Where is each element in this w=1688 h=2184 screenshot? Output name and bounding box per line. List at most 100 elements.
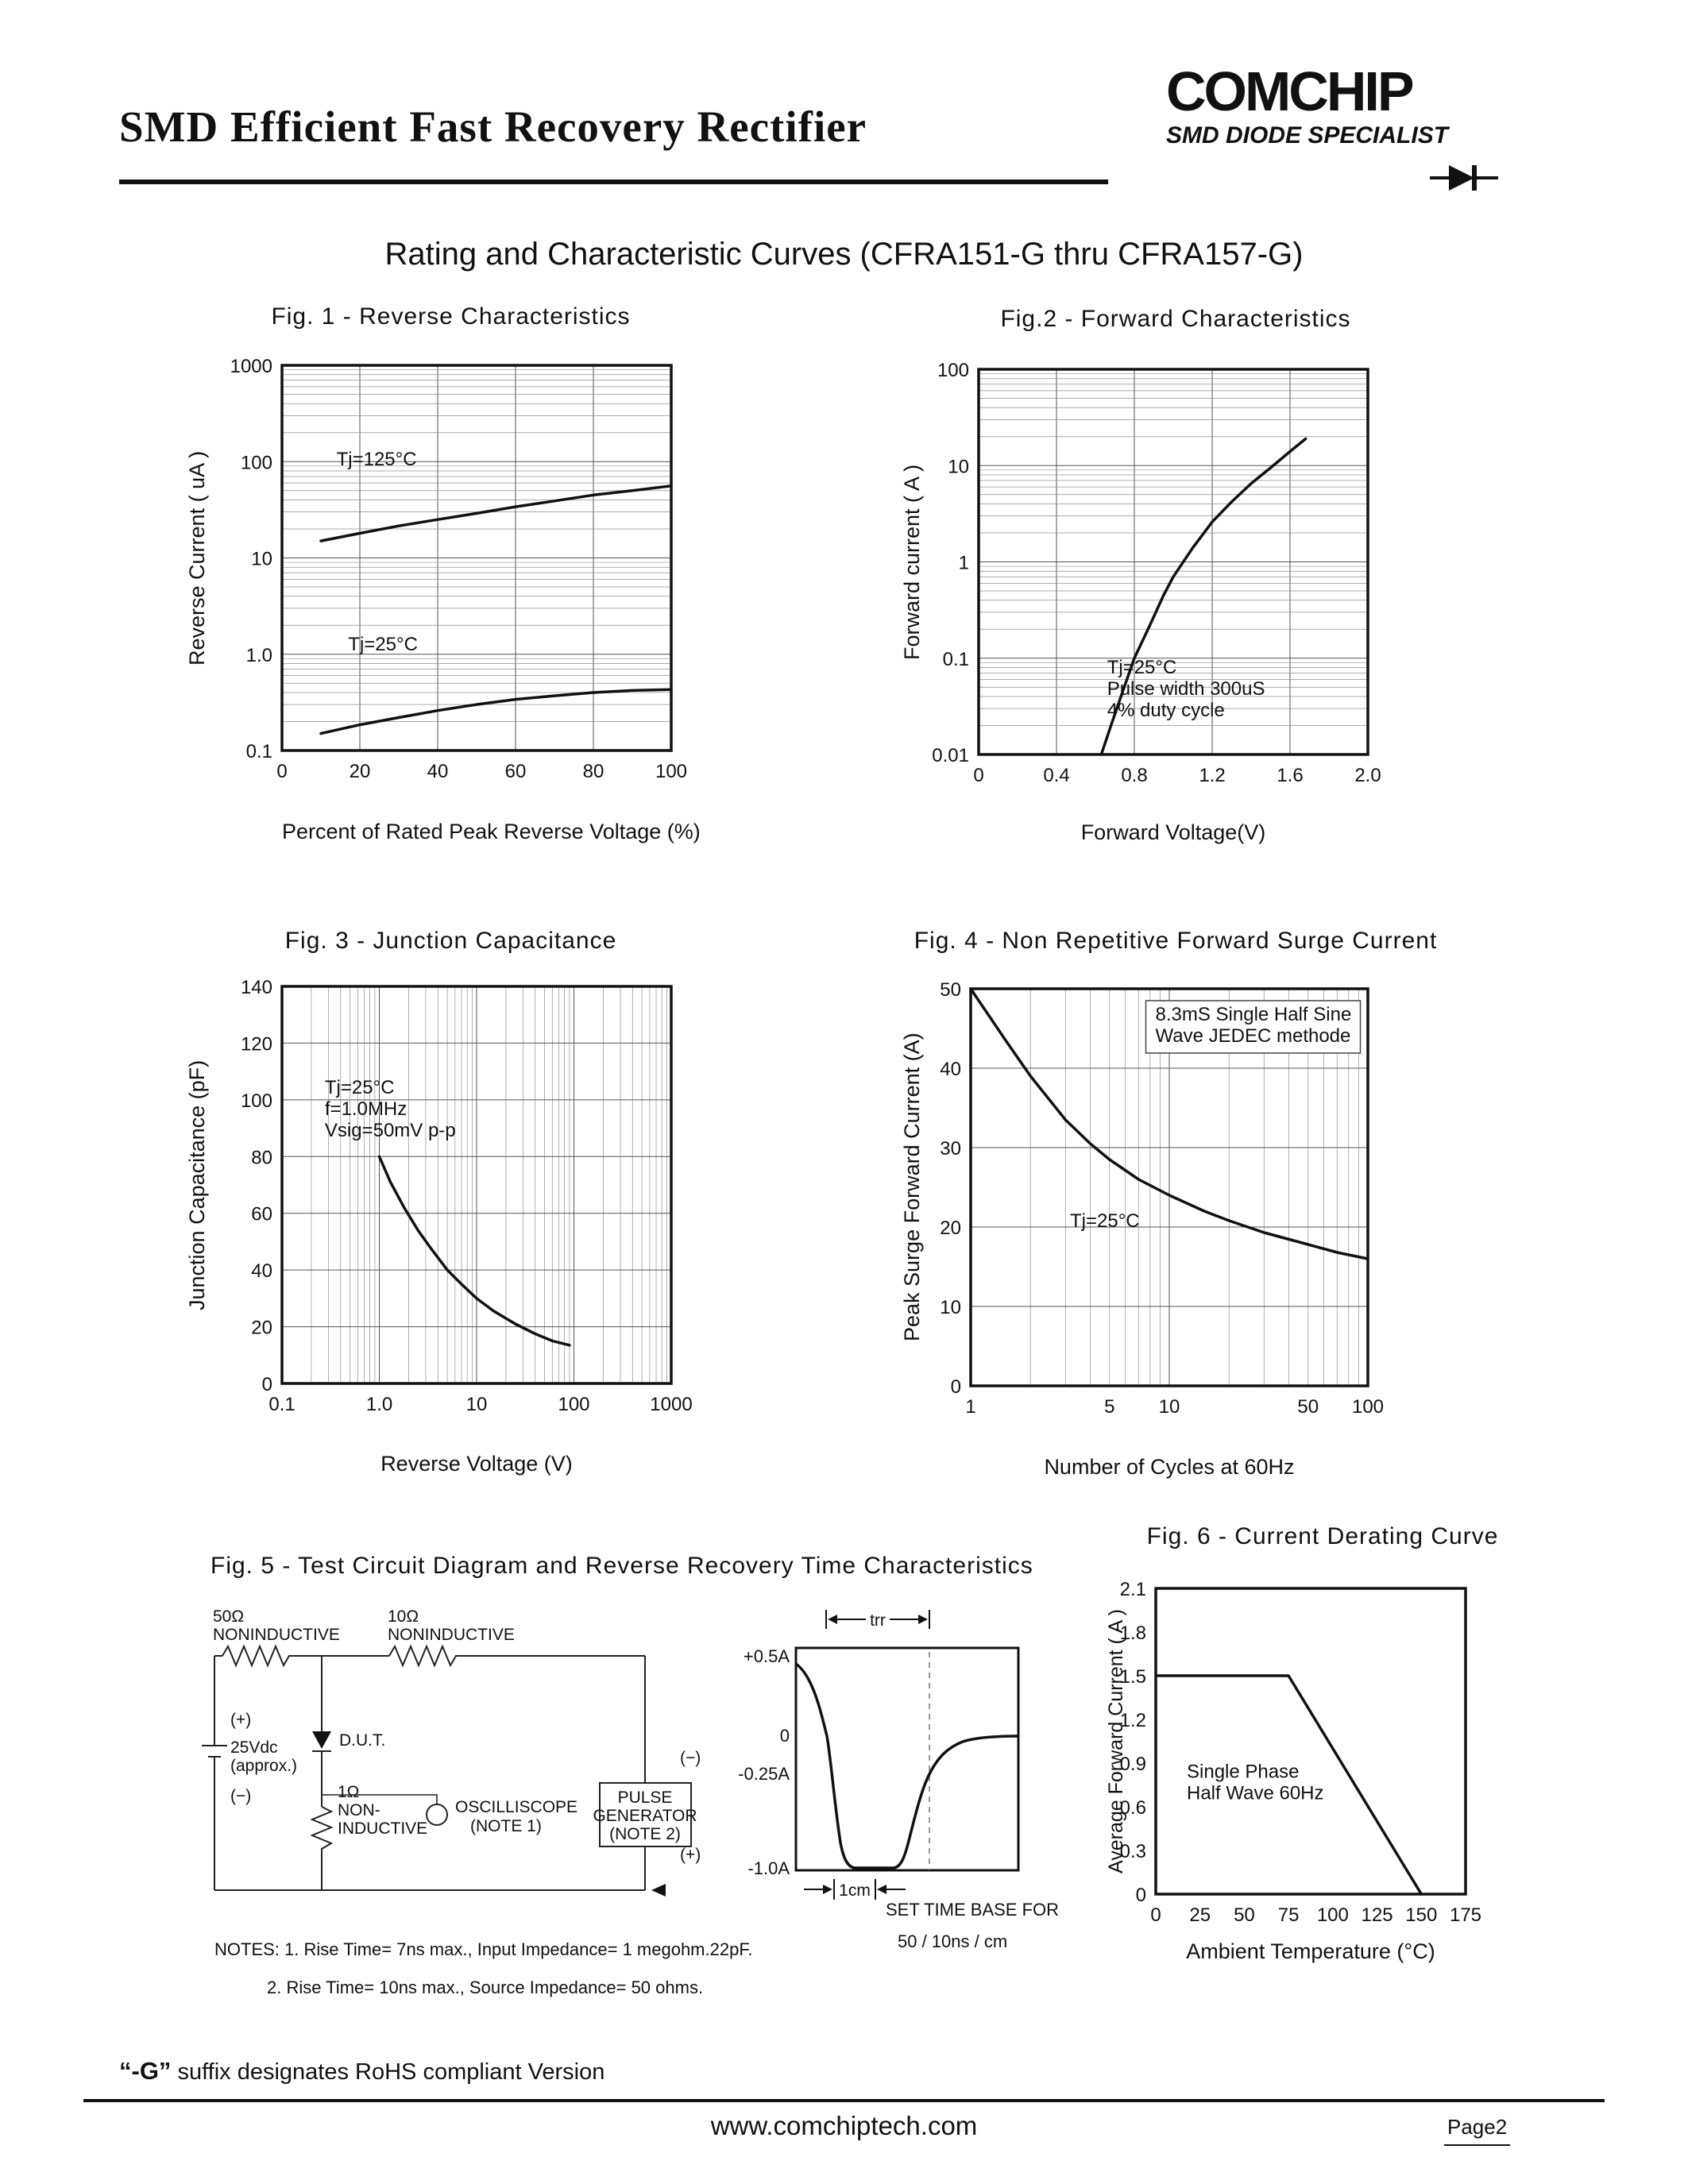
x-tick-label: 0.1 (268, 1394, 295, 1415)
fig6-current-derating: Fig. 6 - Current Derating Curve Average … (1100, 1523, 1545, 2012)
fig4-surge-current: Fig. 4 - Non Repetitive Forward Surge Cu… (886, 921, 1466, 1497)
label-1ohm-non: NON- (338, 1801, 380, 1819)
footer-rule (83, 2099, 1605, 2102)
y-tick-label: 1.2 (1120, 1710, 1146, 1731)
page-number: Page2 (1444, 2115, 1511, 2146)
pulse-generator-box (599, 1782, 692, 1847)
x-tick-label: 0.8 (1121, 765, 1147, 786)
y-tick-label: 0.1 (246, 741, 272, 762)
fig2-forward-characteristics: Fig.2 - Forward Characteristics Forward … (886, 306, 1466, 870)
label-note1-ref: (NOTE 1) (470, 1817, 542, 1835)
y-tick-label: 0 (262, 1374, 272, 1395)
x-tick-label: 175 (1450, 1904, 1481, 1926)
annotation: Pulse width 300uS (1107, 678, 1265, 700)
x-tick-label: 100 (1352, 1396, 1384, 1418)
label-battery-plus: (+) (230, 1711, 251, 1729)
x-tick-label: 125 (1362, 1904, 1393, 1926)
annotation: Vsig=50mV p-p (325, 1120, 456, 1141)
comchip-logo: COMCHIP SMD DIODE SPECIALIST (1166, 64, 1516, 191)
x-tick-label: 20 (350, 761, 371, 782)
label-50ohm-noninductive: NONINDUCTIVE (213, 1626, 340, 1644)
y-tick-label: 100 (241, 452, 272, 473)
label-1ohm: 1Ω (338, 1783, 359, 1801)
label-25vdc: 25Vdc (230, 1738, 278, 1757)
fig2-title: Fig.2 - Forward Characteristics (1000, 306, 1351, 332)
y-tick-label: 40 (251, 1260, 272, 1282)
oscilloscope-symbol (426, 1804, 448, 1826)
label-set-time-base: SET TIME BASE FOR (886, 1900, 1059, 1920)
label-10ohm: 10Ω (388, 1607, 419, 1626)
series-derating (1154, 1674, 1423, 1896)
plot-frame (280, 364, 673, 752)
y-tick-label: 2.1 (1120, 1579, 1146, 1600)
fig6-title: Fig. 6 - Current Derating Curve (1146, 1523, 1499, 1549)
y-tick-label: 120 (241, 1033, 272, 1055)
label-plus05a: +0.5A (744, 1646, 790, 1666)
y-tick-label: 0.3 (1120, 1841, 1146, 1862)
rohs-text: suffix designates RoHS compliant Version (171, 2059, 605, 2085)
y-tick-label: 1.0 (246, 645, 272, 666)
annotation: f=1.0MHz (325, 1098, 407, 1120)
y-tick-label: 20 (940, 1217, 961, 1239)
x-tick-label: 0 (973, 765, 983, 786)
website-url: www.comchiptech.com (710, 2111, 978, 2140)
x-tick-label: 0 (1150, 1904, 1161, 1926)
rohs-suffix: “-G” (119, 2057, 172, 2085)
annotation: Tj=125°C (337, 449, 417, 470)
title-rule (119, 179, 1108, 184)
series-Tj=25C (319, 688, 673, 735)
resistor-50ohm (222, 1644, 294, 1668)
x-tick-label: 10 (466, 1394, 488, 1415)
fig4-x-axis-label: Number of Cycles at 60Hz (1044, 1455, 1295, 1479)
cm-right-arrowhead (877, 1885, 886, 1894)
label-trr: trr (870, 1611, 886, 1630)
trr-right-arrowhead (918, 1615, 928, 1624)
y-tick-label: 50 (940, 979, 961, 1001)
y-tick-label: 30 (940, 1138, 961, 1160)
x-tick-label: 50 (1234, 1904, 1255, 1926)
label-dut: D.U.T. (339, 1731, 385, 1750)
logo-tagline: SMD DIODE SPECIALIST (1166, 122, 1449, 149)
annotation: 8.3mS Single Half Sine (1156, 1004, 1352, 1025)
y-tick-label: 0 (951, 1376, 961, 1398)
y-tick-label: 100 (937, 360, 969, 381)
x-tick-label: 0 (276, 761, 287, 782)
y-tick-label: 0.6 (1120, 1797, 1146, 1819)
label-50ohm: 50Ω (213, 1607, 244, 1626)
x-tick-label: 5 (1104, 1396, 1114, 1418)
y-tick-label: 0 (1136, 1885, 1146, 1906)
x-tick-label: 100 (655, 761, 687, 782)
series-IFSM (969, 987, 1369, 1260)
resistor-1ohm (310, 1806, 334, 1854)
dut-diode-symbol (312, 1731, 331, 1749)
annotation-box (1145, 1000, 1362, 1054)
label-zero: 0 (780, 1726, 790, 1746)
page-title: SMD Efficient Fast Recovery Rectifier (119, 102, 867, 151)
x-tick-label: 10 (1159, 1396, 1180, 1418)
resistor-10ohm (388, 1644, 461, 1668)
series-Cj (377, 1155, 571, 1347)
y-tick-label: 40 (940, 1059, 961, 1080)
fig5-title: Fig. 5 - Test Circuit Diagram and Revers… (211, 1553, 1033, 1579)
y-tick-label: 10 (948, 456, 969, 477)
x-tick-label: 80 (583, 761, 605, 782)
document-subtitle: Rating and Characteristic Curves (CFRA15… (384, 237, 1304, 272)
annotation: Tj=25°C (325, 1077, 395, 1098)
y-tick-label: 0.1 (943, 649, 969, 670)
fig5-recovery-waveform: trr +0.5A 0 -0.25A -1.0A 1cm SET TIME BA… (738, 1610, 1059, 1951)
y-tick-label: 10 (940, 1297, 961, 1318)
x-tick-label: 75 (1278, 1904, 1300, 1926)
label-generator: GENERATOR (593, 1807, 697, 1825)
x-tick-label: 100 (558, 1394, 589, 1415)
y-tick-label: 100 (241, 1090, 272, 1112)
plot-frame (1154, 1587, 1467, 1896)
y-tick-label: 1.5 (1120, 1666, 1146, 1688)
cm-left-arrowhead (823, 1885, 832, 1894)
label-minus10a: -1.0A (747, 1858, 790, 1878)
series-Tj=125C (319, 484, 673, 542)
fig6-chart: 0 25 50 75 100 125 150 175 0 0.3 0.6 0.9 1.2 1.5 1.8 2.… (1120, 1579, 1481, 1926)
label-note2-ref: (NOTE 2) (609, 1825, 681, 1843)
fig1-x-axis-label: Percent of Rated Peak Reverse Voltage (%… (282, 820, 701, 843)
fig5-note-2: 2. Rise Time= 10ns max., Source Impedanc… (267, 1978, 704, 1997)
